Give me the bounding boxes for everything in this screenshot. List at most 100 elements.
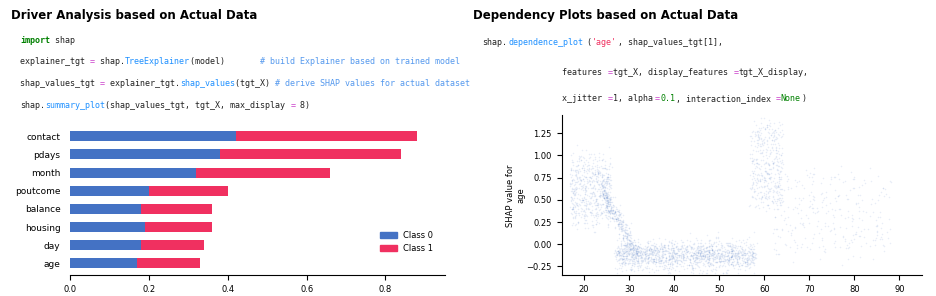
Point	[767, 227, 782, 231]
Point	[611, 252, 626, 257]
Point	[870, 232, 885, 237]
Point	[617, 243, 632, 247]
Point	[613, 225, 628, 230]
Point	[622, 249, 636, 254]
Point	[648, 259, 663, 264]
Point	[607, 210, 622, 215]
Point	[590, 167, 605, 171]
Point	[584, 151, 599, 156]
Point	[761, 118, 776, 123]
Point	[625, 259, 640, 263]
Point	[724, 243, 739, 248]
Point	[771, 252, 786, 256]
Point	[870, 174, 885, 179]
Point	[771, 126, 786, 131]
Point	[613, 211, 628, 216]
Point	[763, 176, 778, 181]
Point	[677, 266, 692, 271]
Point	[713, 242, 728, 247]
Point	[759, 122, 774, 127]
Point	[578, 189, 592, 194]
Point	[698, 248, 713, 253]
Point	[759, 203, 774, 207]
Point	[707, 250, 722, 254]
Point	[715, 249, 730, 254]
Point	[600, 171, 615, 176]
Point	[627, 247, 642, 252]
Point	[572, 155, 587, 159]
Point	[619, 249, 634, 253]
Point	[584, 164, 599, 168]
Point	[598, 192, 613, 197]
Point	[601, 209, 616, 213]
Point	[584, 186, 599, 190]
Point	[613, 242, 628, 246]
Point	[847, 231, 862, 236]
Point	[610, 216, 625, 221]
Point	[751, 135, 766, 139]
Point	[667, 259, 682, 263]
Point	[742, 185, 757, 190]
Point	[604, 208, 619, 213]
Point	[653, 257, 668, 262]
Point	[777, 208, 792, 213]
Point	[638, 255, 653, 260]
Point	[621, 232, 636, 237]
Point	[758, 170, 773, 175]
Point	[584, 179, 599, 184]
Point	[693, 241, 708, 245]
Point	[591, 170, 606, 175]
Point	[615, 251, 630, 256]
Point	[592, 183, 607, 187]
Point	[701, 249, 716, 254]
Point	[587, 214, 602, 219]
Point	[734, 256, 749, 261]
Point	[870, 223, 885, 227]
Text: , shap_values_tgt[1],: , shap_values_tgt[1],	[618, 38, 724, 47]
Point	[705, 256, 720, 261]
Point	[760, 190, 775, 194]
Point	[695, 254, 709, 259]
Point	[597, 185, 612, 190]
Point	[614, 227, 629, 231]
Point	[581, 151, 596, 156]
Point	[750, 160, 765, 165]
Point	[610, 223, 625, 228]
Point	[606, 202, 621, 207]
Point	[685, 266, 700, 271]
Point	[658, 259, 673, 264]
Point	[682, 260, 697, 264]
Point	[617, 230, 632, 234]
Point	[723, 242, 738, 247]
Point	[688, 260, 703, 264]
Point	[686, 250, 701, 255]
Point	[688, 258, 703, 263]
Point	[727, 252, 742, 257]
Point	[750, 137, 765, 142]
Point	[662, 257, 677, 261]
Point	[595, 192, 610, 196]
Point	[770, 131, 785, 136]
Point	[779, 242, 794, 247]
Point	[622, 246, 637, 251]
Point	[748, 133, 763, 138]
Point	[843, 238, 858, 243]
Point	[820, 209, 835, 213]
Point	[714, 249, 729, 253]
Point	[720, 240, 735, 245]
Point	[679, 251, 694, 256]
Point	[806, 172, 821, 177]
Point	[671, 253, 686, 258]
Point	[691, 264, 706, 269]
Point	[632, 250, 647, 255]
Point	[591, 212, 606, 217]
Point	[614, 227, 629, 231]
Point	[620, 232, 635, 237]
Point	[591, 174, 606, 179]
Point	[604, 186, 619, 191]
Point	[602, 209, 617, 214]
Point	[667, 249, 682, 253]
Point	[615, 257, 630, 261]
Point	[609, 238, 624, 243]
Point	[607, 225, 622, 230]
